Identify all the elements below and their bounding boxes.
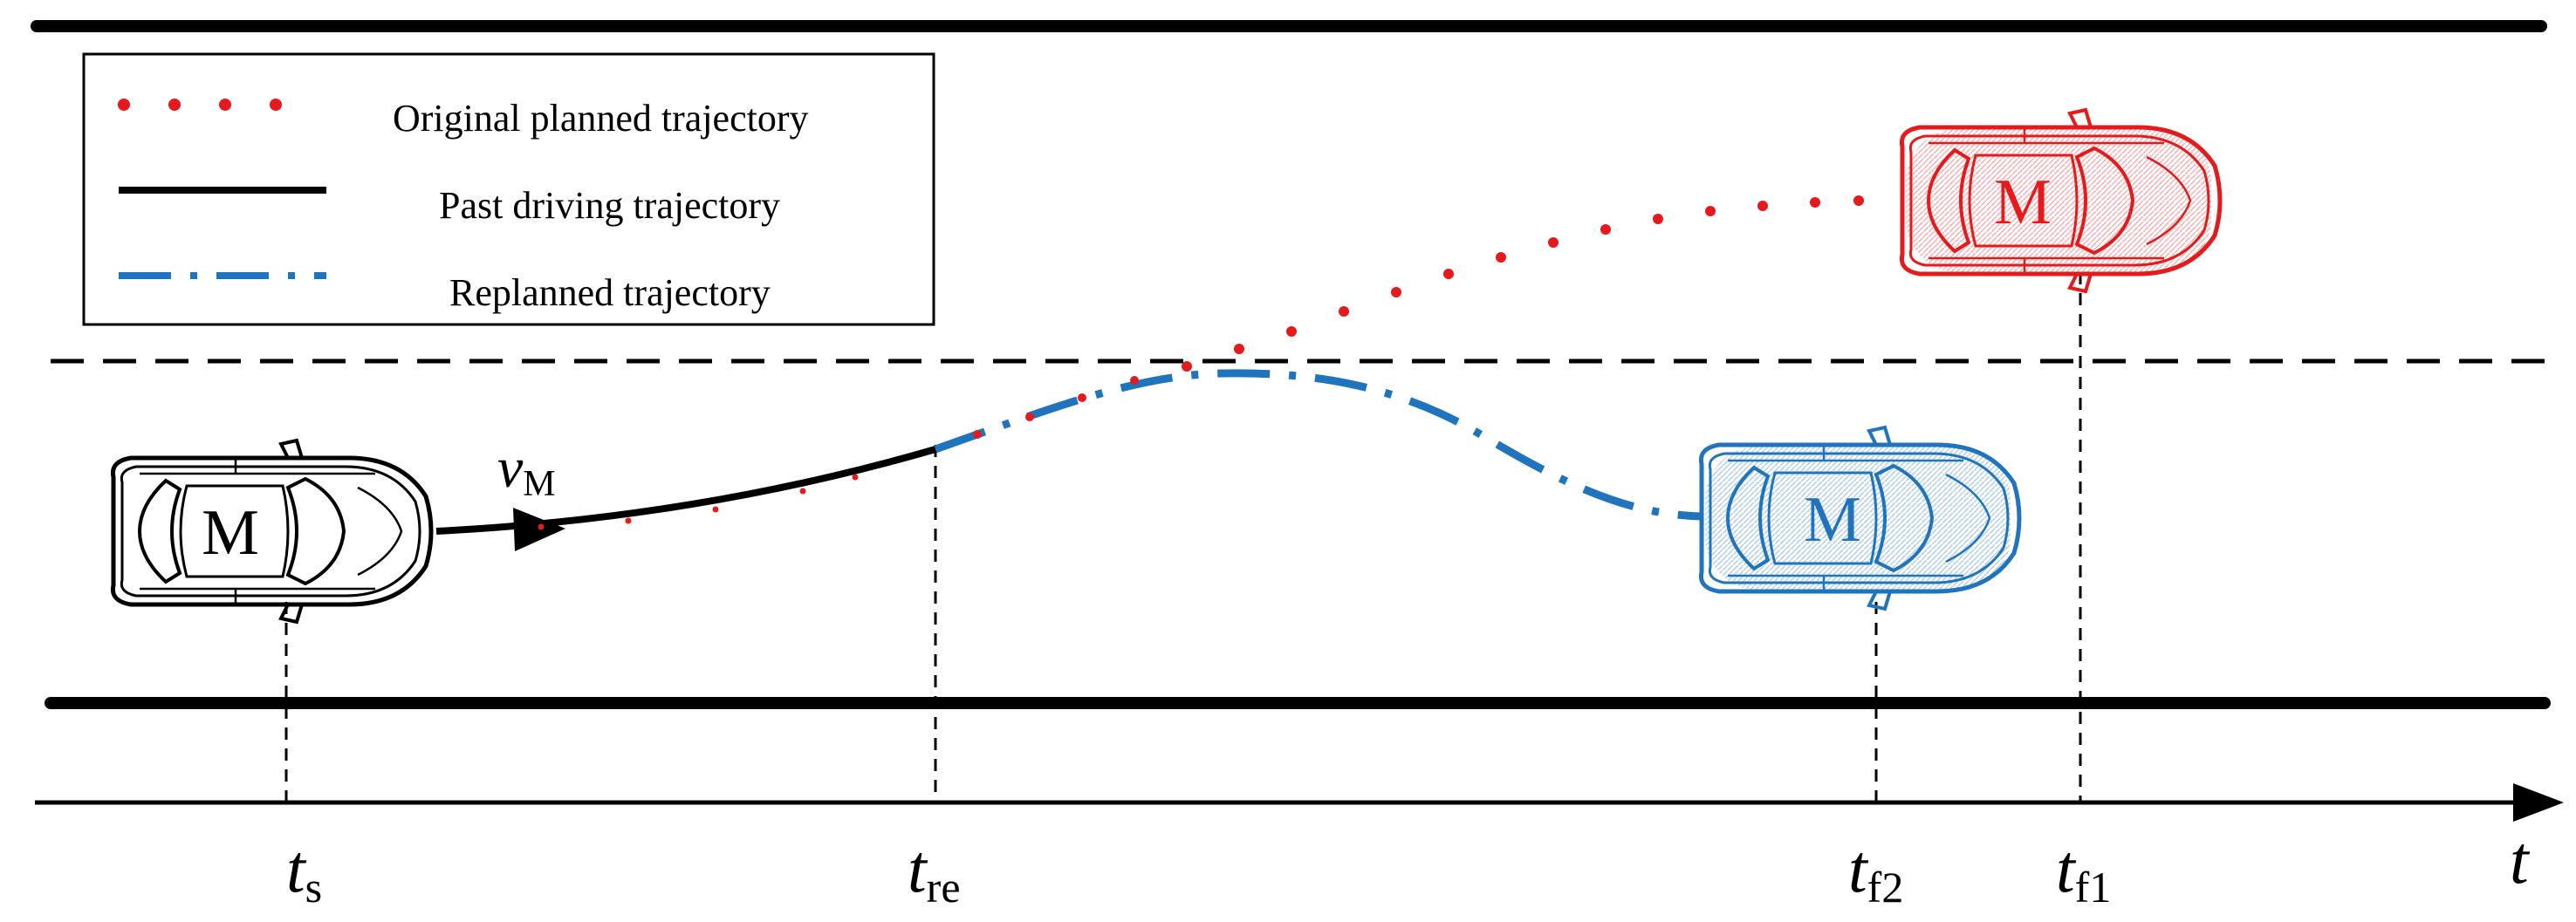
tick-label-ts: ts — [286, 830, 322, 912]
legend-label-past: Past driving trajectory — [439, 184, 780, 227]
original-planned-trajectory — [973, 195, 1864, 439]
legend-label-original: Original planned trajectory — [393, 97, 808, 140]
legend-label-replanned: Replanned trajectory — [449, 271, 771, 314]
vehicle-replanned-label: M — [1804, 484, 1861, 556]
past-driving-trajectory — [435, 446, 937, 535]
time-axis-label: t — [2510, 822, 2531, 898]
vehicle-original-end: M — [1901, 110, 2220, 291]
vehicle-start: M — [113, 441, 431, 622]
vehicle-start-label: M — [202, 497, 259, 569]
tick-label-tf1: tf1 — [2056, 830, 2111, 912]
original-dots-on-past — [538, 474, 859, 530]
time-axis-arrowhead — [2513, 783, 2564, 822]
velocity-arrowhead — [513, 508, 565, 551]
velocity-label: vM — [497, 436, 556, 504]
vehicle-original-label: M — [1994, 167, 2052, 238]
tick-label-tre: tre — [908, 830, 961, 912]
legend-swatch-original — [118, 99, 282, 111]
replanned-trajectory — [934, 369, 1702, 521]
vehicle-replanned-end: M — [1701, 427, 2019, 609]
tick-label-tf2: tf2 — [1848, 830, 1903, 912]
